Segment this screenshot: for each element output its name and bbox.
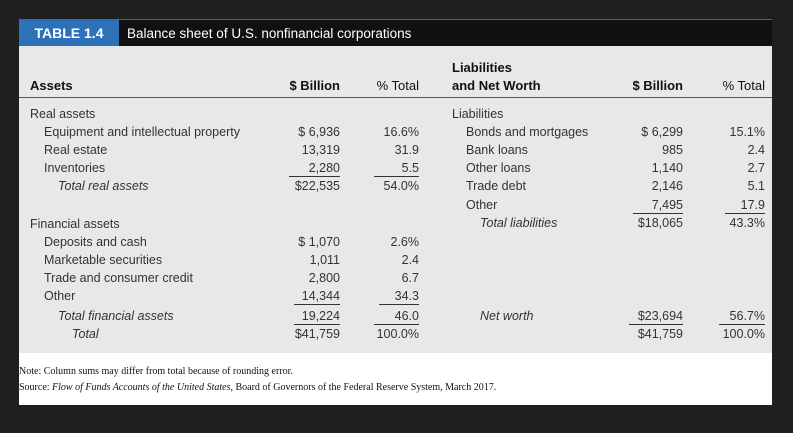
- total-real-assets-label: Total real assets: [58, 179, 149, 193]
- grand-total-pct: 100.0%: [722, 327, 765, 341]
- table-title: Balance sheet of U.S. nonfinancial corpo…: [127, 26, 412, 41]
- net-worth-billion: $23,694: [629, 308, 683, 325]
- note-text: Note: Column sums may differ from total …: [19, 366, 293, 377]
- asset-billion: 2,280: [289, 160, 340, 177]
- grand-total-billion: $41,759: [637, 327, 683, 341]
- total-financial-assets-billion: 19,224: [294, 308, 340, 325]
- asset-pct: 2.6%: [390, 235, 420, 249]
- table-notes: Note: Column sums may differ from total …: [19, 364, 496, 396]
- liabilities-heading: Liabilities: [452, 107, 504, 121]
- source-suffix: , Board of Governors of the Federal Rese…: [230, 382, 497, 393]
- asset-label: Real estate: [44, 143, 108, 157]
- liability-billion: 1,140: [651, 161, 683, 175]
- asset-pct: 2.4: [401, 253, 419, 267]
- total-financial-assets-pct: 46.0: [374, 308, 419, 325]
- liability-label: Other: [466, 198, 498, 212]
- source-prefix: Source:: [19, 382, 53, 393]
- header-assets-billion: $ Billion: [289, 78, 340, 93]
- asset-label: Marketable securities: [44, 253, 163, 267]
- header-assets: Assets: [30, 78, 73, 93]
- asset-label: Inventories: [44, 161, 106, 175]
- asset-billion: $ 6,936: [298, 125, 340, 139]
- liability-pct: 2.7: [747, 161, 765, 175]
- asset-billion: 14,344: [294, 288, 340, 305]
- total-liabilities-pct: 43.3%: [729, 216, 765, 230]
- asset-pct: 34.3: [379, 288, 419, 305]
- liability-pct: 15.1%: [729, 125, 765, 139]
- header-liab-pct: % Total: [722, 78, 765, 93]
- real-assets-heading: Real assets: [30, 107, 96, 121]
- total-liabilities-label: Total liabilities: [480, 216, 558, 230]
- header-liabilities-line2: and Net Worth: [452, 78, 541, 93]
- header-liabilities-line1: Liabilities: [452, 60, 512, 75]
- asset-billion: 2,800: [308, 271, 340, 285]
- total-real-assets-billion: $22,535: [294, 179, 340, 193]
- liability-label: Other loans: [466, 161, 531, 175]
- asset-label: Deposits and cash: [44, 235, 147, 249]
- liability-billion: 2,146: [651, 179, 683, 193]
- header-liab-billion: $ Billion: [632, 78, 683, 93]
- liability-pct: 2.4: [747, 143, 765, 157]
- table-header-bar: TABLE 1.4 Balance sheet of U.S. nonfinan…: [19, 19, 772, 47]
- net-worth-label: Net worth: [480, 309, 534, 323]
- asset-billion: $ 1,070: [298, 235, 340, 249]
- header-assets-pct: % Total: [376, 78, 419, 93]
- asset-billion: 1,011: [309, 253, 340, 267]
- liability-billion: 7,495: [633, 197, 683, 214]
- asset-label: Other: [44, 289, 76, 303]
- total-assets-pct: 100.0%: [376, 327, 419, 341]
- total-financial-assets-label: Total financial assets: [58, 309, 174, 323]
- header-rule: [19, 97, 772, 98]
- asset-pct: 6.7: [401, 271, 419, 285]
- source-text: Source: Flow of Funds Accounts of the Un…: [19, 380, 496, 396]
- liability-pct: 17.9: [725, 197, 765, 214]
- asset-pct: 16.6%: [383, 125, 419, 139]
- total-real-assets-pct: 54.0%: [383, 179, 419, 193]
- table-frame: TABLE 1.4 Balance sheet of U.S. nonfinan…: [19, 19, 772, 405]
- financial-assets-heading: Financial assets: [30, 217, 120, 231]
- liability-label: Bonds and mortgages: [466, 125, 589, 139]
- liability-pct: 5.1: [747, 179, 765, 193]
- total-assets-billion: $41,759: [294, 327, 340, 341]
- liability-billion: 985: [662, 143, 683, 157]
- asset-label: Equipment and intellectual property: [44, 125, 240, 139]
- table-body: Assets $ Billion % Total Liabilities and…: [19, 46, 772, 353]
- source-title: Flow of Funds Accounts of the United Sta…: [52, 382, 231, 393]
- total-assets-label: Total: [72, 327, 99, 341]
- asset-pct: 5.5: [374, 160, 419, 177]
- table-number: TABLE 1.4: [19, 20, 119, 47]
- liability-label: Bank loans: [466, 143, 528, 157]
- liability-billion: $ 6,299: [641, 125, 683, 139]
- total-liabilities-billion: $18,065: [637, 216, 683, 230]
- asset-label: Trade and consumer credit: [44, 271, 193, 285]
- net-worth-pct: 56.7%: [719, 308, 765, 325]
- liability-label: Trade debt: [466, 179, 526, 193]
- asset-billion: 13,319: [301, 143, 340, 157]
- asset-pct: 31.9: [394, 143, 419, 157]
